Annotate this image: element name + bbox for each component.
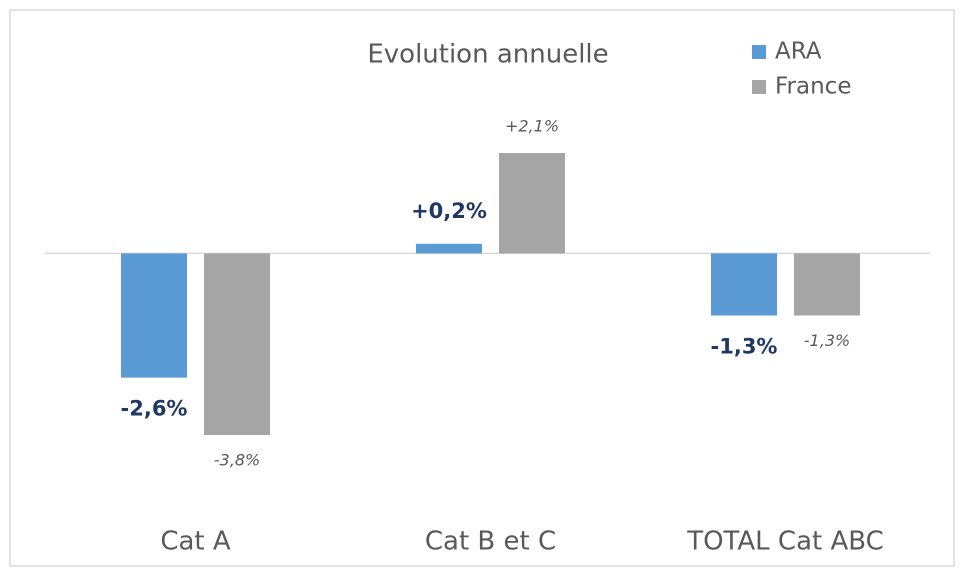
data-label: +2,1% — [505, 117, 559, 136]
bar — [204, 253, 270, 435]
data-label: +0,2% — [411, 199, 487, 223]
data-label: -1,3% — [711, 335, 778, 359]
data-label: -3,8% — [214, 451, 260, 470]
bar — [499, 153, 565, 254]
x-tick-label: Cat A — [160, 527, 231, 557]
chart-title: Evolution annuelle — [367, 40, 608, 70]
bar — [711, 253, 777, 316]
bar — [416, 243, 482, 254]
legend-label: ARA — [775, 39, 822, 65]
legend-label: France — [775, 74, 851, 100]
bar — [121, 253, 187, 378]
data-label: -1,3% — [804, 331, 850, 350]
legend-swatch — [752, 80, 766, 94]
bar — [794, 253, 860, 316]
x-tick-label: Cat B et C — [425, 527, 556, 557]
legend-swatch — [752, 45, 766, 59]
data-label: -2,6% — [121, 397, 188, 421]
x-tick-label: TOTAL Cat ABC — [686, 527, 884, 557]
